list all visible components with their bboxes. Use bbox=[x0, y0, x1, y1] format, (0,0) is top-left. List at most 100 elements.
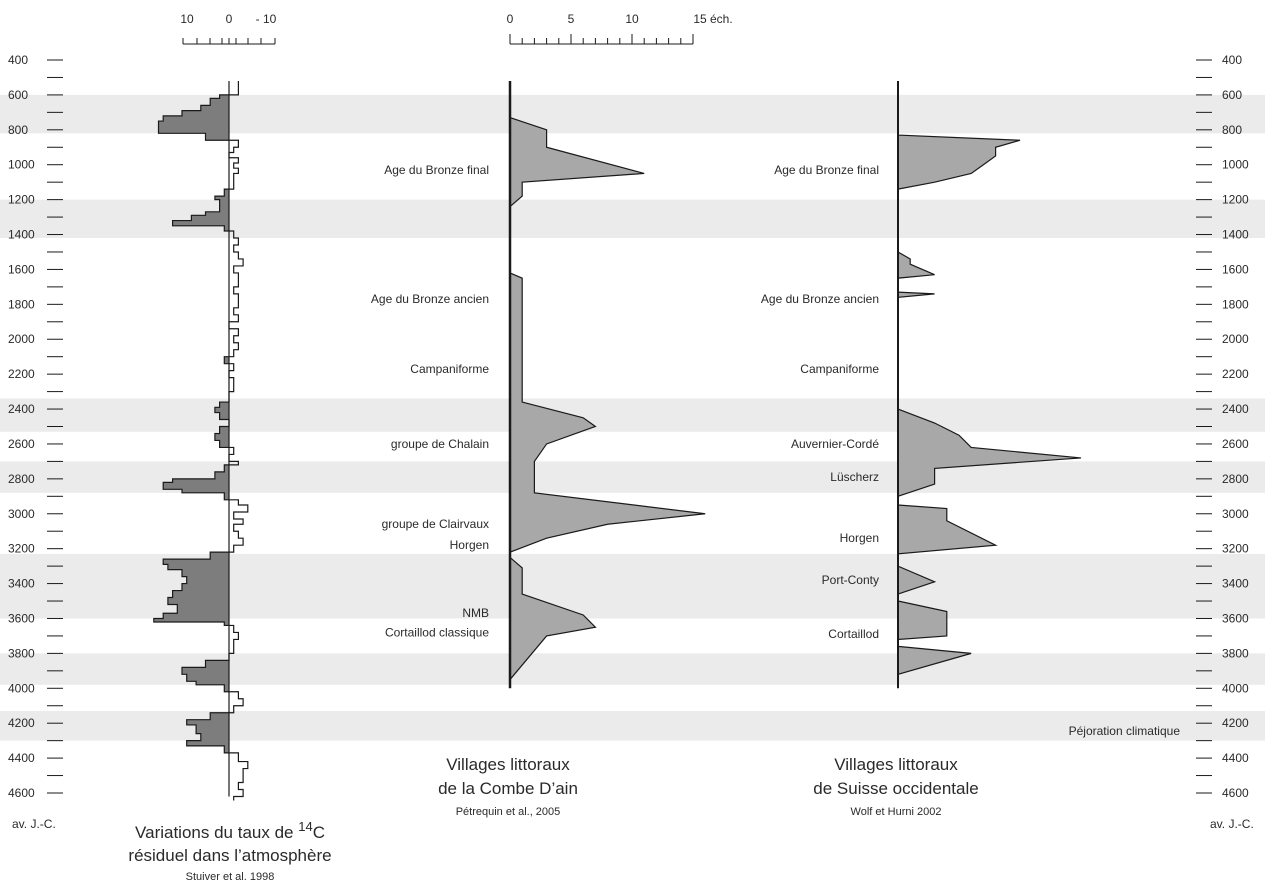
left-tick-label: 1000 bbox=[8, 158, 35, 172]
c14-title-line2: résiduel dans l’atmosphère bbox=[128, 846, 331, 865]
left-tick-label: 3400 bbox=[8, 577, 35, 591]
suisse-period-label: Age du Bronze final bbox=[774, 163, 879, 177]
right-tick-label: 3200 bbox=[1222, 542, 1249, 556]
left-tick-label: 600 bbox=[8, 88, 28, 102]
right-tick-label: 2800 bbox=[1222, 472, 1249, 486]
left-tick-label: 1200 bbox=[8, 193, 35, 207]
right-tick-label: 4600 bbox=[1222, 786, 1249, 800]
left-y-axis: 400 600 800 1000 1200 1400 1600 1800 2000 2200 240… bbox=[8, 53, 63, 800]
suisse-area bbox=[897, 504, 998, 555]
combe-top-tick-label: 0 bbox=[507, 12, 514, 26]
climate-band bbox=[0, 398, 1265, 432]
right-tick-label: 600 bbox=[1222, 88, 1242, 102]
right-tick-label: 2600 bbox=[1222, 437, 1249, 451]
right-tick-label: 800 bbox=[1222, 123, 1242, 137]
suisse-period-label: Lüscherz bbox=[830, 470, 879, 484]
c14-positive-area bbox=[153, 80, 229, 801]
right-y-axis: 400 600 800 1000 1200 1400 1600 1800 2000 2200 240… bbox=[1196, 53, 1249, 800]
c14-step-line bbox=[153, 80, 249, 801]
left-tick-label: 3600 bbox=[8, 611, 35, 625]
left-tick-label: 2200 bbox=[8, 367, 35, 381]
left-tick-label: 3800 bbox=[8, 646, 35, 660]
c14-title-sup: 14 bbox=[298, 819, 312, 834]
left-tick-label: 4400 bbox=[8, 751, 35, 765]
combe-period-label: Cortaillod classique bbox=[385, 625, 489, 639]
c14-top-tick-label: 0 bbox=[226, 12, 233, 26]
left-tick-label: 400 bbox=[8, 53, 28, 67]
right-tick-label: 1800 bbox=[1222, 297, 1249, 311]
combe-top-tick-label: 5 bbox=[568, 12, 575, 26]
suisse-area bbox=[897, 250, 935, 279]
suisse-period-label: Auvernier-Cordé bbox=[791, 437, 879, 451]
suisse-title: Villages littoraux bbox=[834, 755, 958, 774]
suisse-source: Wolf et Hurni 2002 bbox=[851, 806, 942, 818]
combe-area bbox=[509, 80, 706, 682]
combe-series bbox=[508, 80, 706, 689]
left-unit-label: av. J.-C. bbox=[12, 817, 56, 831]
suisse-title-line2: de Suisse occidentale bbox=[813, 779, 978, 798]
suisse-panel: Age du Bronze final Age du Bronze ancien C… bbox=[761, 80, 1082, 689]
c14-top-tick-label: 10 bbox=[180, 12, 194, 26]
combe-top-axis: 0 5 10 15 éch. bbox=[507, 12, 733, 45]
c14-title: Variations du taux de 14C bbox=[135, 819, 325, 842]
right-tick-label: 3800 bbox=[1222, 646, 1249, 660]
suisse-period-label: Age du Bronze ancien bbox=[761, 292, 879, 306]
suisse-period-label: Cortaillod bbox=[828, 627, 879, 641]
combe-period-label: Age du Bronze final bbox=[384, 163, 489, 177]
climate-band bbox=[0, 199, 1265, 239]
right-tick-label: 4000 bbox=[1222, 681, 1249, 695]
right-tick-label: 1600 bbox=[1222, 262, 1249, 276]
left-tick-label: 4200 bbox=[8, 716, 35, 730]
combe-title-line2: de la Combe D’ain bbox=[438, 779, 578, 798]
suisse-period-label: Horgen bbox=[840, 531, 879, 545]
combe-period-label: groupe de Clairvaux bbox=[382, 517, 489, 531]
suisse-period-labels: Age du Bronze final Age du Bronze ancien C… bbox=[761, 163, 879, 641]
c14-top-tick-label: - 10 bbox=[256, 12, 277, 26]
combe-period-label: Age du Bronze ancien bbox=[371, 292, 489, 306]
right-tick-label: 2200 bbox=[1222, 367, 1249, 381]
combe-source: Pétrequin et al., 2005 bbox=[456, 806, 561, 818]
left-tick-label: 2600 bbox=[8, 437, 35, 451]
right-tick-label: 3000 bbox=[1222, 507, 1249, 521]
combe-top-tick-label: 15 éch. bbox=[693, 12, 732, 26]
left-tick-label: 2800 bbox=[8, 472, 35, 486]
combe-period-label: Campaniforme bbox=[410, 362, 489, 376]
right-tick-label: 400 bbox=[1222, 53, 1242, 67]
right-tick-label: 2400 bbox=[1222, 402, 1249, 416]
suisse-period-label: Campaniforme bbox=[800, 362, 879, 376]
suisse-area bbox=[897, 291, 935, 299]
left-tick-label: 4000 bbox=[8, 681, 35, 695]
suisse-area bbox=[897, 408, 1082, 498]
combe-period-label: Horgen bbox=[450, 538, 489, 552]
climate-band-label: Péjoration climatique bbox=[1069, 724, 1181, 738]
combe-top-tick-label: 10 bbox=[625, 12, 639, 26]
combe-period-labels: Age du Bronze final Age du Bronze ancien C… bbox=[371, 163, 489, 639]
c14-source: Stuiver et al. 1998 bbox=[186, 871, 275, 883]
left-tick-label: 800 bbox=[8, 123, 28, 137]
combe-period-label: groupe de Chalain bbox=[391, 437, 489, 451]
right-tick-label: 4200 bbox=[1222, 716, 1249, 730]
combe-title: Villages littoraux bbox=[446, 755, 570, 774]
combe-period-label: NMB bbox=[462, 606, 489, 620]
c14-panel: 10 0 - 10 bbox=[153, 12, 277, 801]
left-tick-label: 4600 bbox=[8, 786, 35, 800]
suisse-area bbox=[897, 129, 1021, 190]
right-tick-label: 2000 bbox=[1222, 332, 1249, 346]
c14-title-suffix: C bbox=[313, 823, 325, 842]
right-tick-label: 3400 bbox=[1222, 577, 1249, 591]
c14-title-prefix: Variations du taux de bbox=[135, 823, 298, 842]
right-unit-label: av. J.-C. bbox=[1210, 817, 1254, 831]
climate-bands bbox=[0, 94, 1265, 741]
c14-top-axis: 10 0 - 10 bbox=[180, 12, 277, 45]
right-tick-label: 1000 bbox=[1222, 158, 1249, 172]
left-tick-label: 2400 bbox=[8, 402, 35, 416]
right-tick-label: 4400 bbox=[1222, 751, 1249, 765]
left-tick-label: 2000 bbox=[8, 332, 35, 346]
left-tick-label: 1400 bbox=[8, 228, 35, 242]
left-tick-label: 1800 bbox=[8, 297, 35, 311]
suisse-series bbox=[897, 80, 1082, 689]
left-tick-label: 1600 bbox=[8, 262, 35, 276]
right-tick-label: 1200 bbox=[1222, 193, 1249, 207]
